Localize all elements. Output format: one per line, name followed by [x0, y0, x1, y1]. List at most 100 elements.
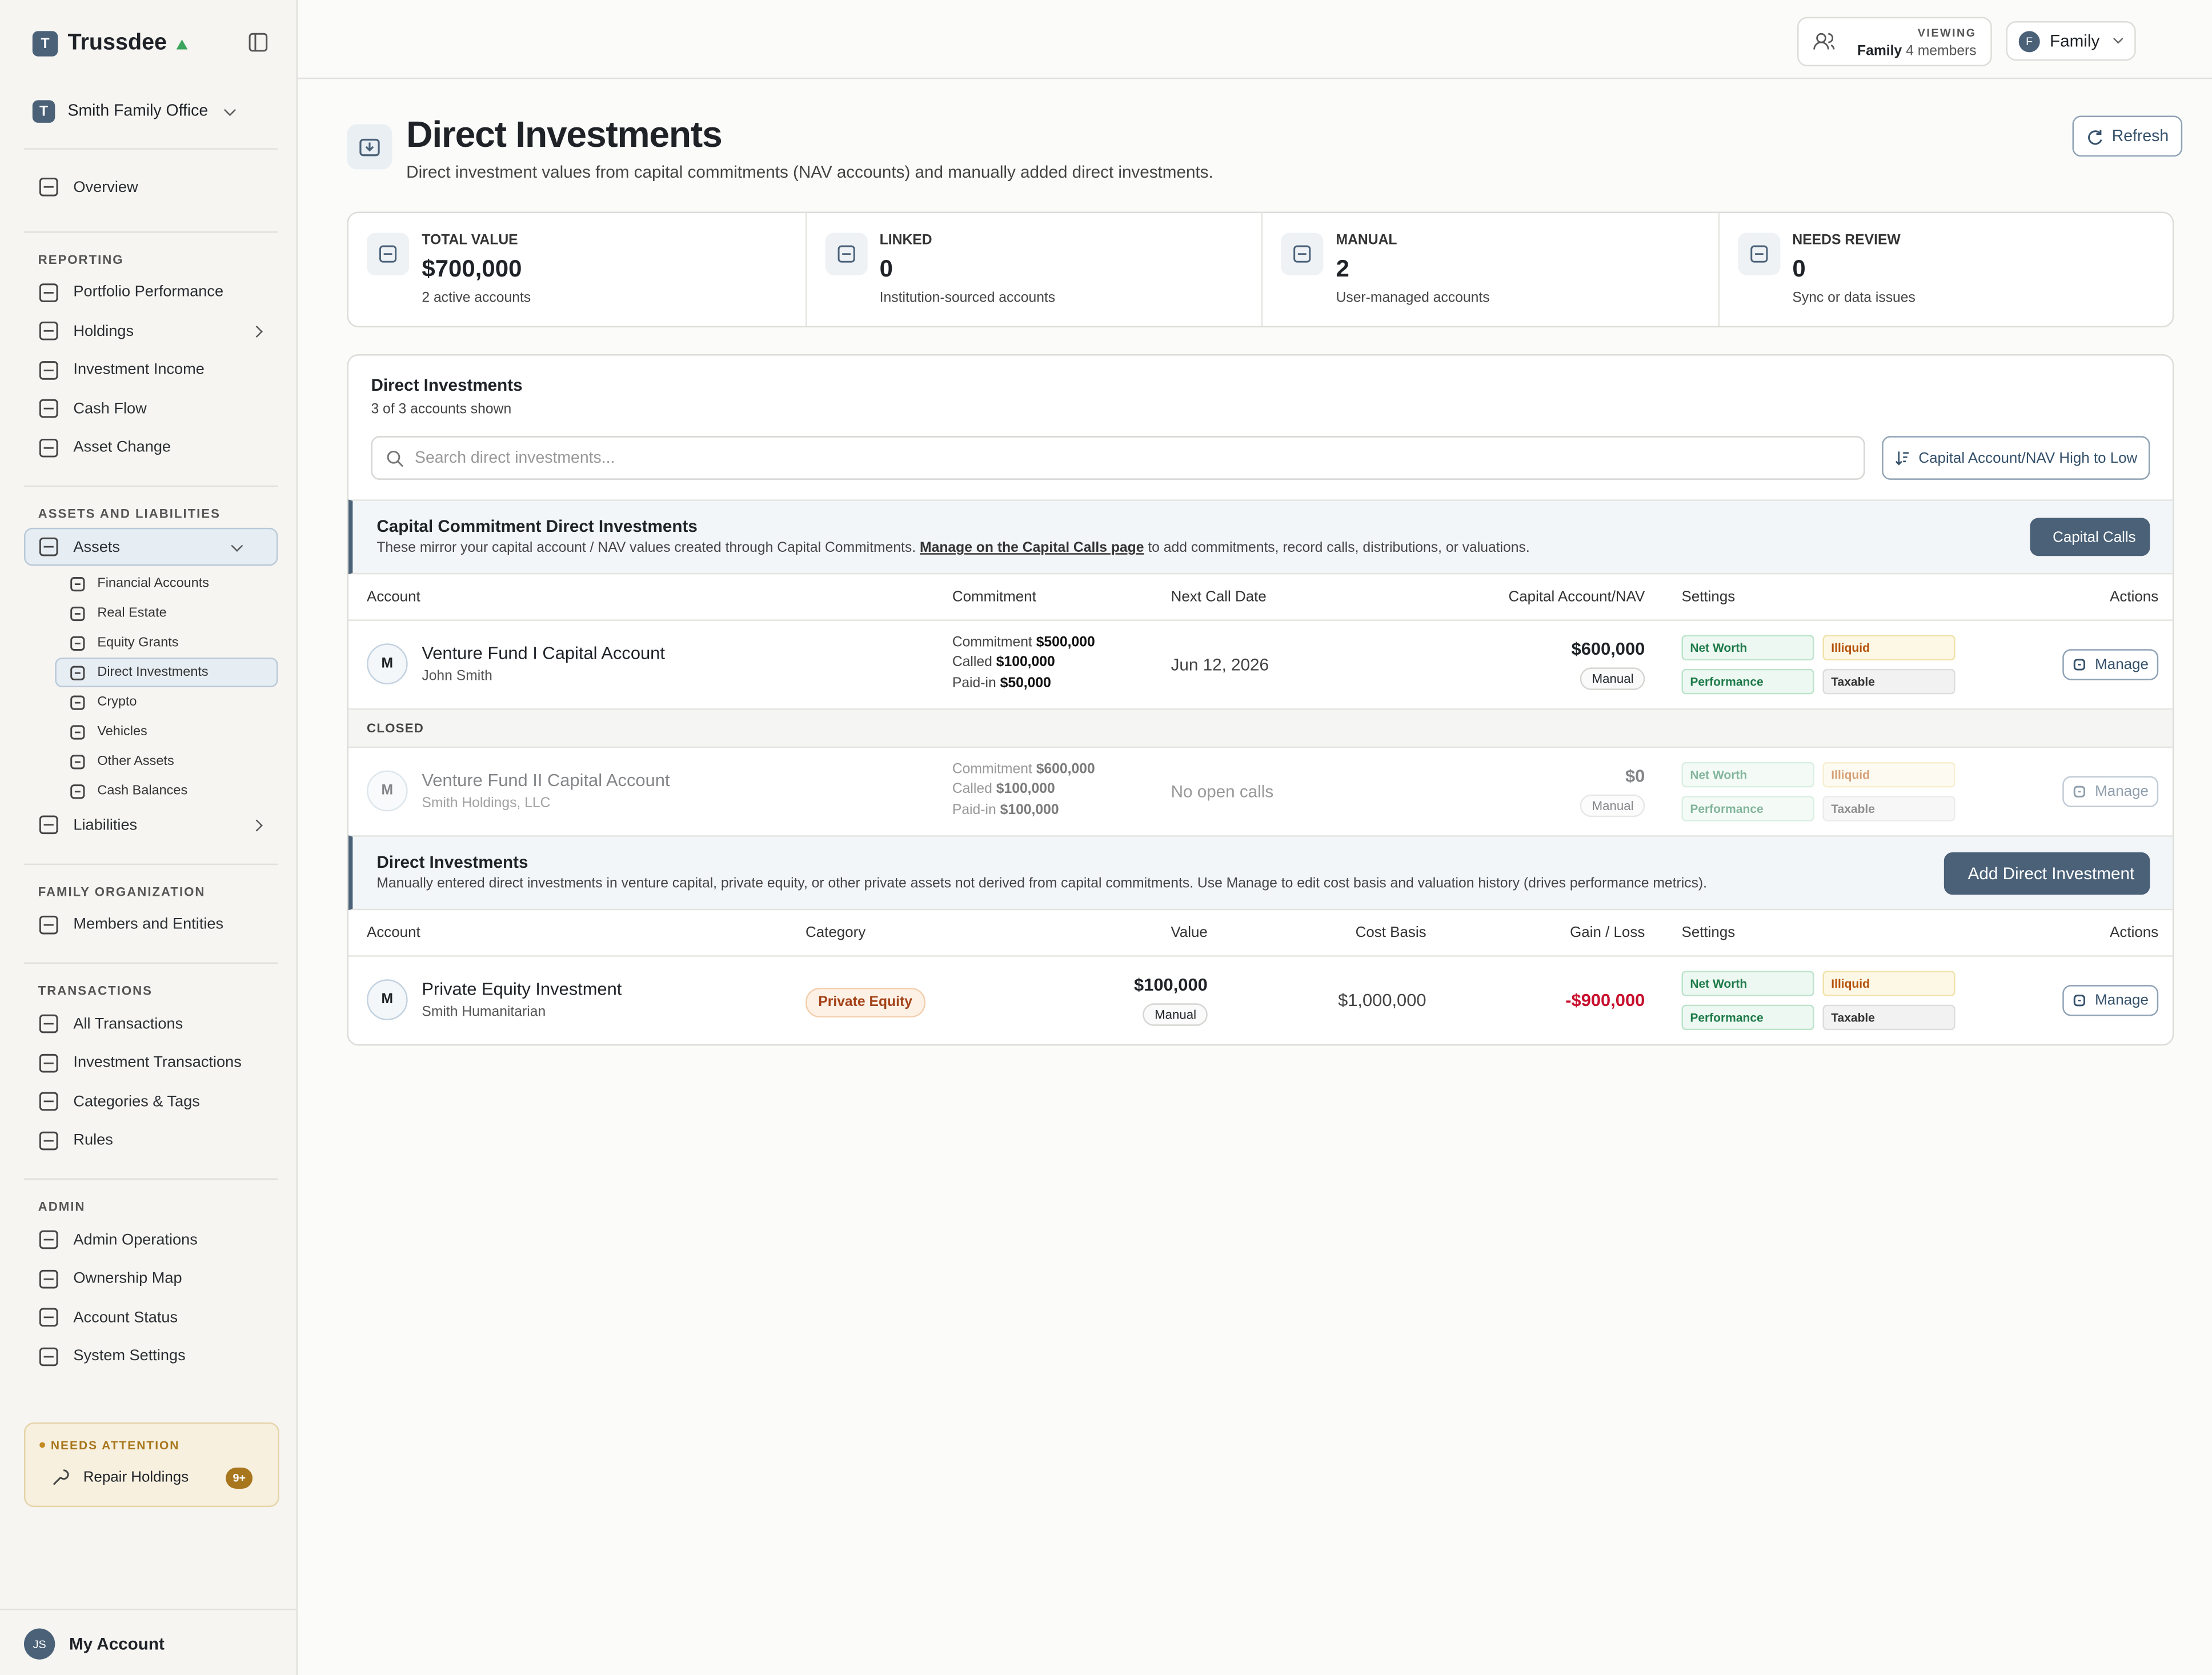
setting-pill: Performance: [1681, 1004, 1814, 1029]
nav-subitem[interactable]: Other Assets: [0, 747, 296, 776]
icon: [39, 1231, 58, 1249]
nav-subitem[interactable]: Financial Accounts: [0, 568, 296, 598]
column-label: Category: [806, 923, 866, 941]
commitment-cell: Commitment $600,000 Called $100,000 Paid-i…: [952, 760, 1171, 822]
nav-label: Admin Operations: [73, 1231, 198, 1249]
nav-value: $600,000: [1571, 638, 1645, 659]
nav-item[interactable]: Categories & Tags: [0, 1083, 296, 1121]
nav-item[interactable]: Investment Income: [0, 351, 296, 390]
viewing-label: VIEWING: [1917, 26, 1977, 40]
icon: [39, 537, 58, 556]
column-header: Account Category Value Cost Basis Gain / Los…: [348, 909, 2173, 957]
search-input[interactable]: Search direct investments...: [371, 436, 1865, 480]
nav-item[interactable]: Holdings: [0, 312, 296, 351]
office-switcher[interactable]: T Smith Family Office: [32, 100, 237, 123]
sort-button[interactable]: Capital Account/NAV High to Low: [1882, 436, 2150, 480]
nav-item[interactable]: Members and Entities: [0, 905, 296, 944]
viewing-box[interactable]: VIEWING Family 4 members: [1797, 17, 1992, 67]
nav-item[interactable]: Liabilities: [0, 806, 296, 844]
family-initial: F: [2018, 30, 2040, 52]
nav-item[interactable]: Portfolio Performance: [0, 273, 296, 312]
settings-grid: Net Worth Illiquid Performance Taxable: [1681, 634, 1989, 694]
icon: [70, 576, 85, 591]
page-title: Direct Investments: [406, 113, 723, 155]
divider: [23, 863, 278, 864]
next-call: Jun 12, 2026: [1171, 654, 1269, 674]
nav-item[interactable]: Ownership Map: [0, 1260, 296, 1299]
nav-subitem[interactable]: Direct Investments: [55, 658, 278, 687]
nav-item[interactable]: Account Status: [0, 1298, 296, 1337]
stat-value: 0: [1792, 255, 1806, 283]
value-cell: $100,000 Manual: [1017, 975, 1208, 1025]
nav-value: $0: [1625, 766, 1645, 786]
capital-calls-link[interactable]: Manage on the Capital Calls page: [920, 540, 1144, 556]
status-icon: [177, 38, 189, 49]
section-button[interactable]: Add Direct Investment: [1943, 852, 2150, 895]
nav-label: All Transactions: [73, 1015, 183, 1033]
panel-count: 3 of 3 accounts shown: [371, 402, 512, 418]
icon: [39, 178, 58, 197]
refresh-label: Refresh: [2111, 127, 2169, 145]
account-button[interactable]: JS My Account: [23, 1628, 165, 1660]
account-cell: M Venture Fund II Capital Account Smith Ho…: [367, 770, 952, 812]
icon: [39, 322, 58, 341]
nav-subitem[interactable]: Real Estate: [0, 598, 296, 628]
divider: [23, 1178, 278, 1180]
column-label: Settings: [1681, 923, 1736, 941]
next-call: No open calls: [1171, 781, 1274, 801]
nav-item[interactable]: Cash Flow: [0, 390, 296, 428]
setting-pill: Illiquid: [1822, 970, 1955, 996]
stat-label: TOTAL VALUE: [422, 233, 518, 249]
nav-item[interactable]: Overview: [0, 168, 296, 207]
account-row: M Venture Fund II Capital Account Smith Ho…: [348, 747, 2173, 837]
nav-subitem[interactable]: Cash Balances: [0, 776, 296, 806]
nav-label: Holdings: [73, 323, 134, 340]
manage-button[interactable]: Manage: [2062, 984, 2159, 1016]
nav-label: Rules: [73, 1132, 113, 1149]
nav-sublabel: Other Assets: [97, 754, 174, 770]
refresh-button[interactable]: Refresh: [2072, 115, 2183, 157]
manage-button[interactable]: Manage: [2062, 648, 2159, 680]
account-text: Venture Fund I Capital Account John Smith: [422, 643, 665, 684]
icon: [39, 399, 58, 419]
family-switcher[interactable]: F Family: [2006, 21, 2136, 61]
brand[interactable]: T Trussdee: [32, 31, 189, 57]
icon: [70, 665, 85, 680]
stat-note: 2 active accounts: [422, 290, 531, 307]
commitment-cell: Commitment $500,000 Called $100,000 Paid-i…: [952, 633, 1171, 694]
nav-item[interactable]: Rules: [0, 1121, 296, 1160]
nav-item[interactable]: System Settings: [0, 1337, 296, 1376]
nav-sublabel: Cash Balances: [97, 783, 188, 799]
commitment-label: Commitment: [952, 634, 1032, 651]
manage-label: Manage: [2095, 991, 2149, 1008]
section-title: TRANSACTIONS: [38, 983, 153, 998]
icon: [39, 915, 58, 934]
stat-label: MANUAL: [1336, 233, 1397, 249]
nav-item[interactable]: All Transactions: [0, 1005, 296, 1044]
section-button[interactable]: Capital Calls: [2030, 518, 2150, 556]
nav-sublabel: Financial Accounts: [97, 575, 210, 591]
setting-pill: Performance: [1681, 668, 1814, 694]
collapse-button[interactable]: [249, 33, 269, 53]
commitment-value: $100,000: [996, 655, 1055, 671]
nav-subitem[interactable]: Crypto: [0, 687, 296, 717]
manage-button[interactable]: Manage: [2062, 775, 2159, 807]
settings: Net Worth Illiquid Performance Taxable: [1645, 970, 1989, 1029]
icon: [39, 1015, 58, 1033]
account-row: M Venture Fund I Capital Account John Smit…: [348, 619, 2173, 710]
icon: [70, 754, 85, 769]
section-title: Capital Commitment Direct Investments: [376, 516, 698, 536]
nav-item[interactable]: Investment Transactions: [0, 1044, 296, 1083]
setting-pill: Net Worth: [1681, 634, 1814, 660]
avatar: M: [367, 643, 408, 684]
nav-item[interactable]: Assets: [23, 527, 278, 566]
nav-subitem[interactable]: Vehicles: [0, 717, 296, 747]
office-initial: T: [32, 100, 55, 123]
icon: [837, 245, 855, 263]
nav-label: System Settings: [73, 1348, 186, 1365]
nav-subitem[interactable]: Equity Grants: [0, 628, 296, 658]
stat: NEEDS REVIEW 0 Sync or data issues: [1717, 213, 2174, 326]
attention-item[interactable]: Repair Holdings: [49, 1468, 189, 1488]
nav-item[interactable]: Admin Operations: [0, 1221, 296, 1260]
nav-item[interactable]: Asset Change: [0, 428, 296, 467]
